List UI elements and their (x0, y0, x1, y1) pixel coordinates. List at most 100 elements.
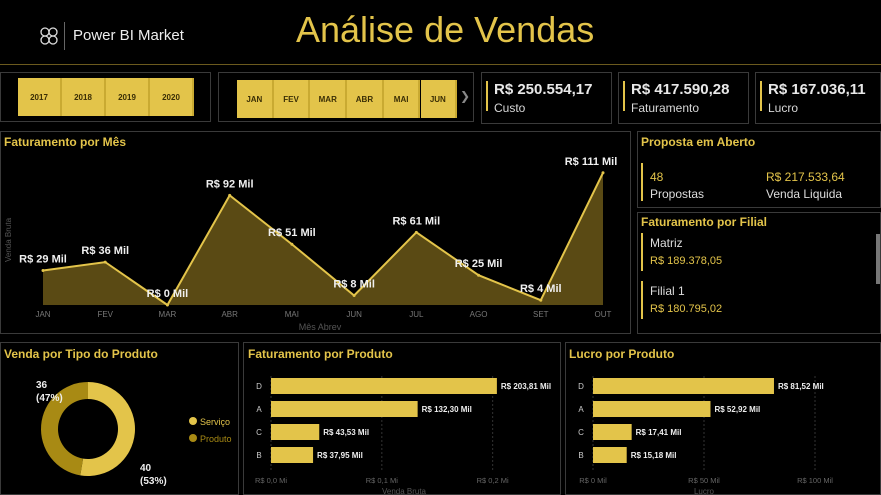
legend-marker (189, 434, 197, 442)
bar[interactable] (593, 401, 711, 417)
category-label: D (578, 382, 584, 391)
x-tick-label: OUT (595, 310, 612, 319)
x-tick-label: FEV (97, 310, 113, 319)
kpi-value: R$ 250.554,17 (494, 81, 593, 98)
x-tick-label: R$ 0,2 Mi (477, 476, 509, 485)
bar[interactable] (271, 447, 314, 463)
x-axis-label: Lucro (694, 487, 715, 495)
data-label: R$ 37,95 Mil (317, 451, 363, 460)
data-point[interactable] (41, 268, 45, 272)
scrollbar[interactable] (876, 234, 880, 284)
slice-value: 40 (140, 463, 152, 474)
y-axis-label: Venda Bruta (4, 217, 13, 262)
category-label: C (578, 428, 584, 437)
category-label: D (256, 382, 262, 391)
x-tick-label: AGO (470, 310, 488, 319)
data-point[interactable] (165, 303, 169, 307)
data-label: R$ 111 Mil (565, 156, 618, 168)
category-label: B (578, 451, 583, 460)
area-chart: R$ 29 Mil JAN R$ 36 Mil FEV R$ 0 Mil MAR R$ 92… (4, 156, 618, 332)
filial-name: Filial 1 (650, 284, 685, 298)
x-tick-label: SET (533, 310, 549, 319)
x-tick-label: MAR (159, 310, 177, 319)
legend-marker (189, 417, 197, 425)
x-axis-label: Venda Bruta (382, 487, 427, 495)
data-point[interactable] (228, 193, 232, 197)
kpi-label: Custo (494, 101, 526, 115)
page-title: Análise de Vendas (296, 9, 595, 50)
month-button[interactable]: MAI (383, 80, 421, 118)
brand-divider (64, 22, 65, 50)
month-button[interactable]: JAN (237, 80, 274, 118)
data-label: R$ 92 Mil (206, 178, 254, 190)
category-label: A (578, 405, 584, 414)
data-point[interactable] (539, 298, 543, 302)
chevron-right-icon[interactable]: ❯ (460, 89, 471, 103)
kpi-value: R$ 167.036,11 (768, 81, 866, 98)
data-point[interactable] (103, 260, 107, 264)
bar[interactable] (271, 401, 418, 417)
kpi-value: R$ 417.590,28 (631, 81, 730, 98)
bar[interactable] (271, 378, 497, 394)
bar[interactable] (593, 378, 774, 394)
panel-title: Proposta em Aberto (641, 135, 756, 149)
chart-title: Venda por Tipo do Produto (4, 347, 158, 361)
data-label: R$ 81,52 Mil (778, 382, 824, 391)
chart-title: Faturamento por Produto (248, 347, 393, 361)
data-point[interactable] (601, 171, 605, 175)
data-point[interactable] (352, 293, 356, 297)
brand-name: Power BI Market (73, 27, 184, 44)
legend-label: Serviço (200, 417, 230, 427)
propostas-count: 48 (650, 170, 664, 184)
data-label: R$ 4 Mil (520, 283, 562, 295)
bar[interactable] (271, 424, 320, 440)
brand-logo (38, 25, 60, 47)
x-tick-label: R$ 100 Mil (797, 476, 833, 485)
year-button[interactable]: 2018 (62, 78, 106, 116)
data-label: R$ 25 Mil (455, 258, 503, 270)
filial-name: Matriz (650, 236, 683, 250)
year-button[interactable]: 2019 (106, 78, 150, 116)
month-button[interactable]: MAR (310, 80, 348, 118)
donut-slice-produto[interactable] (41, 382, 88, 476)
kpi-label: Faturamento (631, 101, 700, 115)
year-button[interactable]: 2020 (150, 78, 194, 116)
data-label: R$ 29 Mil (19, 253, 67, 265)
data-point[interactable] (414, 230, 418, 234)
accent-bar (641, 163, 643, 201)
month-button[interactable]: FEV (273, 80, 311, 118)
bar-chart-faturamento: R$ 0,0 Mi R$ 0,1 Mi R$ 0,2 Mi D R$ 203,81 Mi… (255, 376, 551, 495)
x-tick-label: ABR (221, 310, 238, 319)
slice-pct: (47%) (36, 393, 63, 404)
donut-slice-serviço[interactable] (80, 382, 135, 476)
data-label: R$ 43,53 Mil (323, 428, 369, 437)
x-tick-label: MAI (285, 310, 299, 319)
propostas-label: Propostas (650, 187, 705, 201)
data-label: R$ 132,30 Mil (422, 405, 472, 414)
month-button[interactable]: JUN (420, 80, 458, 118)
x-tick-label: R$ 0,0 Mi (255, 476, 287, 485)
year-button[interactable]: 2017 (18, 78, 62, 116)
data-label: R$ 8 Mil (333, 278, 375, 290)
data-label: R$ 52,92 Mil (714, 405, 760, 414)
data-point[interactable] (290, 242, 294, 246)
faturamento-mes-panel (0, 131, 631, 334)
category-label: C (256, 428, 262, 437)
data-label: R$ 0 Mil (147, 288, 189, 300)
data-label: R$ 17,41 Mil (636, 428, 682, 437)
data-label: R$ 61 Mil (392, 215, 440, 227)
kpi-label: Lucro (768, 101, 799, 115)
bar[interactable] (593, 424, 632, 440)
header-divider (0, 64, 881, 65)
data-point[interactable] (477, 273, 481, 277)
kpi-accent (486, 81, 488, 111)
bar[interactable] (593, 447, 627, 463)
accent-bar (641, 233, 643, 271)
month-button[interactable]: ABR (347, 80, 384, 118)
x-tick-label: JUN (346, 310, 362, 319)
x-tick-label: R$ 50 Mil (688, 476, 720, 485)
panel-title: Faturamento por Filial (641, 215, 768, 229)
filial-value: R$ 189.378,05 (650, 255, 723, 267)
bar-chart-lucro: R$ 0 Mil R$ 50 Mil R$ 100 Mil D R$ 81,52 Mil… (578, 376, 833, 495)
category-label: A (256, 405, 262, 414)
